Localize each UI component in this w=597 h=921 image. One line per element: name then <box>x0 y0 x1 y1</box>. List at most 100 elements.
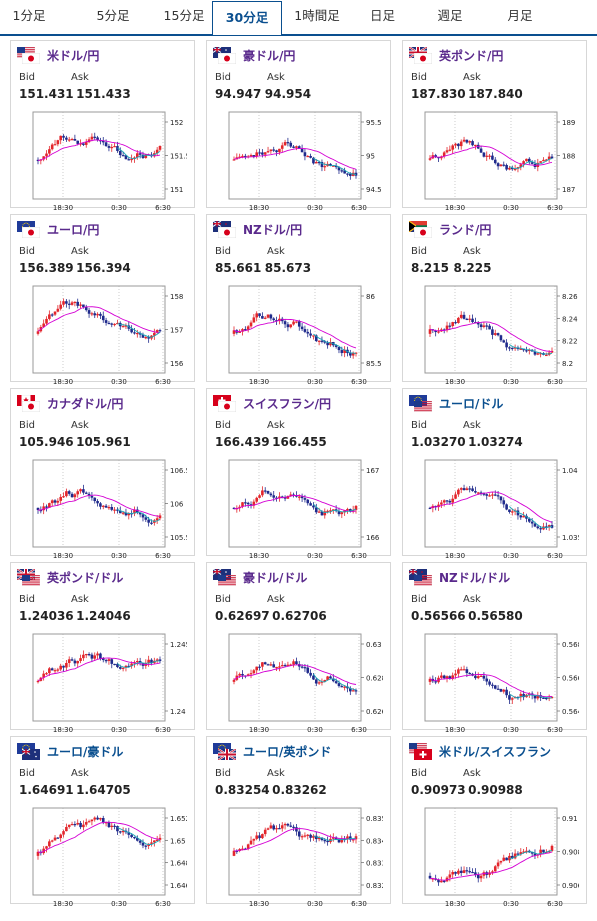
candle <box>96 137 99 141</box>
currency-pair-link[interactable]: ユーロ/豪ドル <box>47 744 124 759</box>
candle <box>533 853 537 856</box>
rate-card[interactable]: ランド/円 Bid Ask 8.215 8.225 8.26 8.24 8.22 8.2 18:3… <box>402 214 587 386</box>
rate-card[interactable]: NZドル/ドルBidAsk0.565660.565800.5680.5660.5… <box>402 562 587 734</box>
tab-6[interactable]: 週足 <box>437 8 463 23</box>
ask-label: Ask <box>463 768 481 779</box>
candle <box>496 163 500 167</box>
candle <box>252 155 256 157</box>
currency-pair-link[interactable]: 豪ドル/円 <box>243 48 296 63</box>
y-tick-label: 8.26 <box>562 293 578 301</box>
candle <box>317 162 321 164</box>
candle <box>76 301 80 306</box>
candle <box>50 668 54 671</box>
rate-card[interactable]: ユーロ/円 Bid Ask 156.389 156.394 158 157 156 18:30 0… <box>10 214 195 386</box>
moving-average-line <box>429 491 553 523</box>
currency-pair-link[interactable]: 英ポンド/円 <box>439 48 504 63</box>
candle <box>232 159 236 161</box>
candle <box>241 673 244 676</box>
tab-0[interactable]: 1分足 <box>12 8 46 23</box>
rate-card[interactable]: 米ドル/スイスフランBidAsk0.909730.909880.910.9080… <box>402 736 587 908</box>
plot-frame <box>32 285 166 374</box>
candle <box>244 502 247 504</box>
candle <box>48 841 51 847</box>
tab-5[interactable]: 日足 <box>369 8 395 23</box>
candle <box>249 840 253 845</box>
candle <box>292 146 295 148</box>
currency-flags <box>409 568 436 586</box>
rate-card[interactable]: 英ポンド/円 Bid Ask 187.830 187.840 189 188 187 18:30… <box>402 40 587 212</box>
candle <box>539 849 542 855</box>
candle <box>232 507 236 510</box>
candle <box>317 682 321 684</box>
ask-label: Ask <box>71 768 89 779</box>
candle <box>454 673 457 676</box>
moving-average-short-line <box>313 673 357 691</box>
card-header: 豪ドル/ドル <box>213 568 308 586</box>
candle <box>468 488 472 490</box>
x-tick-label: 0:30 <box>111 552 127 560</box>
ask-value: 151.433 <box>76 87 131 101</box>
currency-pair-link[interactable]: 英ポンド/ドル <box>47 570 124 585</box>
candle <box>451 675 454 679</box>
candlestick-chart: 0.835 0.834 0.833 0.832 18:30 0:30 6:30 <box>228 807 383 908</box>
rate-card[interactable]: スイスフラン/円 Bid Ask 166.439 166.455 167 166 18:30 0… <box>206 388 391 560</box>
candle <box>476 322 480 325</box>
candle <box>59 834 62 839</box>
candle <box>79 489 82 492</box>
candle <box>505 164 508 170</box>
rate-card[interactable]: ユーロ/英ポンドBidAsk0.832540.832620.8350.8340.… <box>206 736 391 908</box>
y-tick-label: 1.652 <box>170 815 187 823</box>
x-tick-label: 18:30 <box>249 552 269 560</box>
currency-pair-link[interactable]: スイスフラン/円 <box>243 396 332 411</box>
currency-pair-link[interactable]: NZドル/ドル <box>439 570 511 585</box>
moving-average-line <box>37 821 161 853</box>
candle <box>516 510 520 516</box>
tab-4[interactable]: 1時間足 <box>294 8 340 23</box>
candle <box>101 315 105 321</box>
candle <box>53 311 57 315</box>
rate-card[interactable]: 豪ドル/円 Bid Ask 94.947 94.954 95.5 95 94.5 18:30 0:… <box>206 40 391 212</box>
candle <box>252 317 256 323</box>
rate-card[interactable]: NZドル/円 Bid Ask 85.661 85.673 86 85.5 18:30 0:30 6… <box>206 214 391 386</box>
currency-pair-link[interactable]: カナダドル/円 <box>47 396 124 411</box>
currency-pair-link[interactable]: ランド/円 <box>439 222 492 237</box>
ask-label: Ask <box>463 420 481 431</box>
currency-pair-link[interactable]: 米ドル/スイスフラン <box>439 744 552 759</box>
candle <box>255 835 258 839</box>
tab-3[interactable]: 30分足 <box>212 1 282 35</box>
candle <box>465 139 469 143</box>
currency-pair-link[interactable]: 米ドル/円 <box>47 48 100 63</box>
x-tick-label: 0:30 <box>111 726 127 734</box>
currency-pair-link[interactable]: NZドル/円 <box>243 222 303 237</box>
candle <box>133 157 136 159</box>
candle <box>53 670 57 672</box>
candle <box>147 519 150 523</box>
candle <box>136 153 139 158</box>
tab-7[interactable]: 月足 <box>507 8 533 23</box>
candle <box>76 661 80 664</box>
candle <box>533 695 537 699</box>
candle <box>334 165 338 168</box>
candle <box>238 331 241 333</box>
candle <box>36 159 40 162</box>
tab-2[interactable]: 15分足 <box>163 8 205 23</box>
moving-average-line <box>233 664 357 685</box>
ch-flag-icon <box>213 394 231 406</box>
candle <box>99 313 102 316</box>
currency-pair-link[interactable]: ユーロ/英ポンド <box>243 744 332 759</box>
candle <box>309 503 312 506</box>
candle <box>326 342 329 346</box>
tab-1[interactable]: 5分足 <box>96 8 130 23</box>
currency-pair-link[interactable]: ユーロ/ドル <box>439 396 504 411</box>
x-tick-label: 6:30 <box>155 552 171 560</box>
candle <box>136 838 139 841</box>
currency-pair-link[interactable]: ユーロ/円 <box>47 222 100 237</box>
currency-pair-link[interactable]: 豪ドル/ドル <box>243 570 308 585</box>
candle <box>258 313 261 317</box>
